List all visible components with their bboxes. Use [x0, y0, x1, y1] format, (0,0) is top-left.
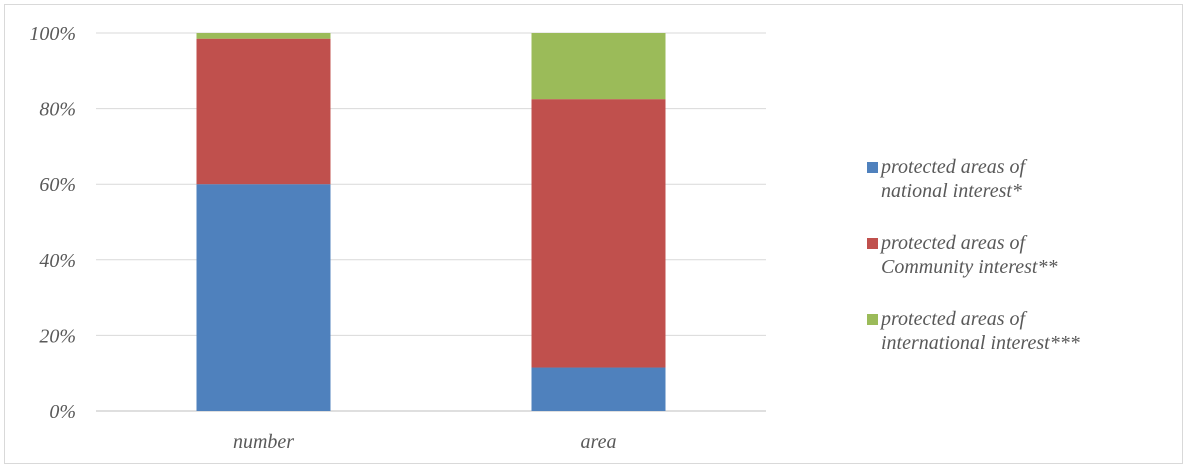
legend: protected areas of national interest* prot…	[867, 155, 1187, 383]
x-category-label: area	[581, 431, 617, 453]
bar-segment-area-3	[531, 33, 666, 100]
y-tick-label: 0%	[49, 401, 76, 423]
legend-label: protected areas of national interest*	[881, 156, 1026, 202]
y-tick-label: 40%	[39, 250, 76, 272]
bar-segment-number-1	[196, 184, 331, 411]
legend-item: protected areas of Community interest**	[867, 231, 1187, 307]
bar-segment-number-2	[196, 38, 331, 185]
x-category-label: number	[233, 431, 294, 453]
bar-segment-number-3	[196, 33, 331, 39]
legend-item: protected areas of international interest…	[867, 307, 1187, 383]
y-tick-label: 60%	[39, 174, 76, 196]
legend-label: protected areas of international interest…	[881, 308, 1080, 354]
y-tick-label: 100%	[29, 23, 76, 45]
bar-segment-area-2	[531, 99, 666, 368]
y-tick-label: 80%	[39, 99, 76, 121]
legend-swatch	[867, 314, 878, 325]
y-tick-label: 20%	[39, 325, 76, 347]
legend-label: protected areas of Community interest**	[881, 232, 1058, 278]
legend-swatch	[867, 162, 878, 173]
legend-item: protected areas of national interest*	[867, 155, 1187, 231]
bar-segment-area-1	[531, 367, 666, 411]
legend-swatch	[867, 238, 878, 249]
stacked-bar-chart: 0% 20% 40% 60% 80% 100% number area	[29, 23, 766, 453]
chart-frame: 0% 20% 40% 60% 80% 100% number area protected a…	[4, 4, 1183, 464]
